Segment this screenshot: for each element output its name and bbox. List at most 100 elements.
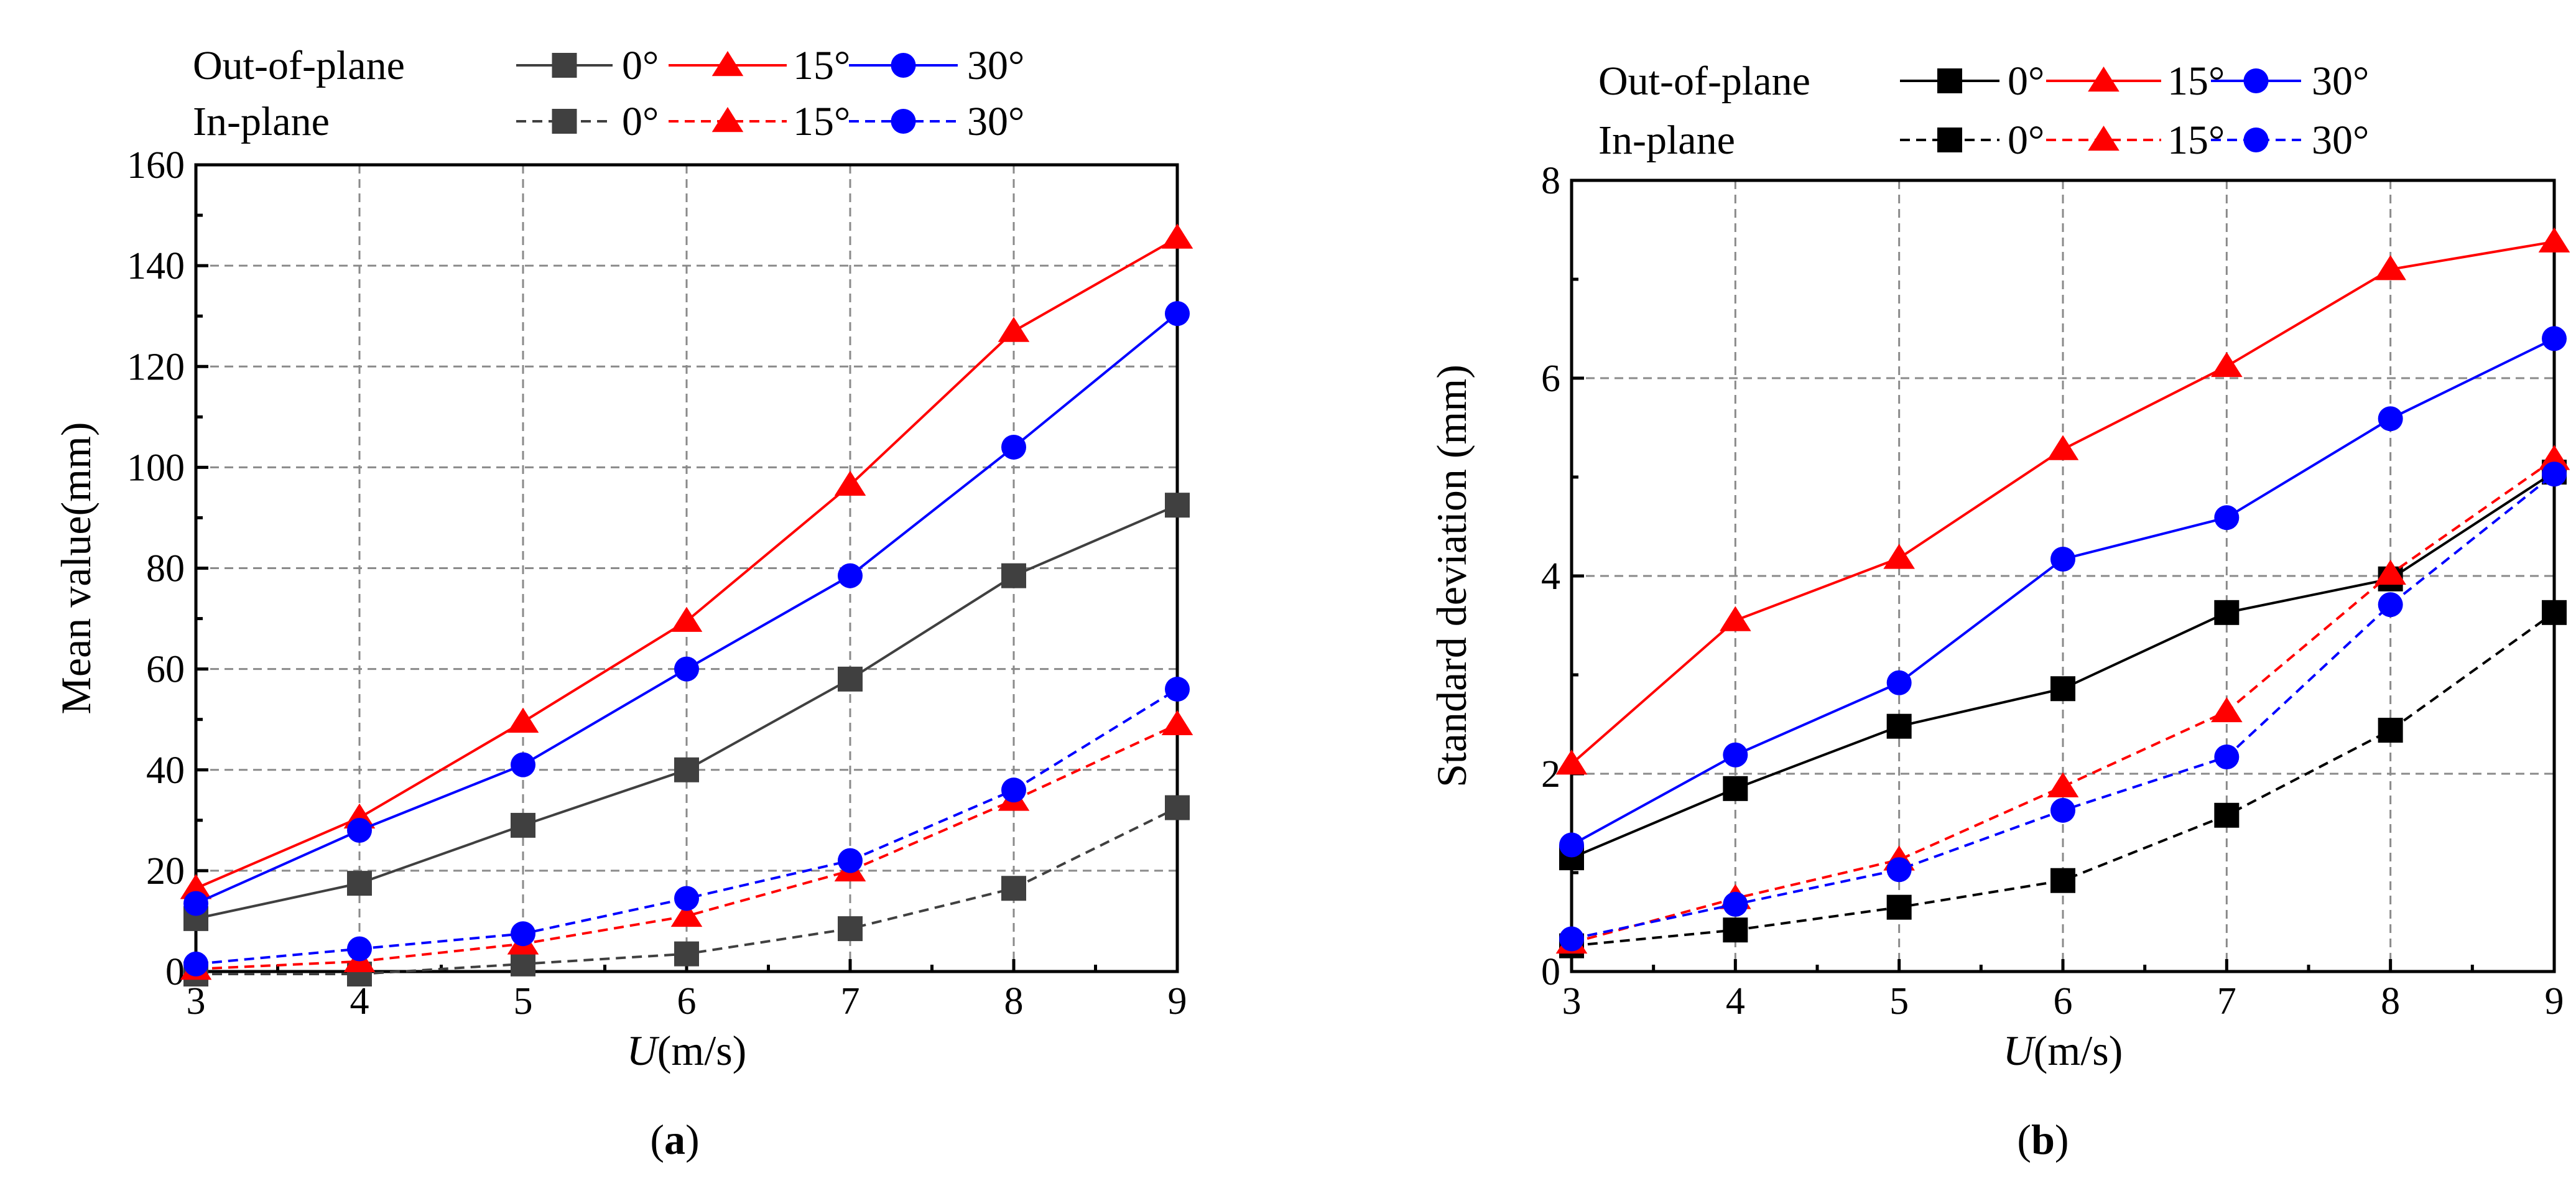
legend: Out-of-plane 0° 15° 30°In-plane 0° 15° 30° <box>1598 58 2369 163</box>
panel-label-open: ( <box>2017 1116 2031 1163</box>
data-point-in-plane-15deg <box>1161 710 1193 736</box>
x-tick-label: 6 <box>677 980 697 1023</box>
data-point-in-plane-30deg <box>1001 777 1026 803</box>
y-axis-label: Standard deviation (mm) <box>1428 364 1475 787</box>
data-point-out-of-plane-30deg <box>674 656 699 682</box>
panel-label-letter: a <box>664 1116 685 1163</box>
legend: Out-of-plane 0° 15° 30°In-plane 0° 15° 30° <box>193 43 1024 144</box>
legend-entry-label: 30° <box>2312 118 2369 163</box>
data-point-in-plane-0deg <box>511 951 535 977</box>
panel-label-close: ) <box>2055 1116 2069 1163</box>
panel-label-close: ) <box>685 1116 700 1163</box>
legend-entry-label: 0° <box>622 43 659 88</box>
data-point-in-plane-30deg <box>1886 857 1912 883</box>
data-point-in-plane-30deg <box>2050 797 2075 823</box>
x-axis-label: U(m/s) <box>2003 1027 2123 1074</box>
x-axis-label-italic: U <box>627 1027 660 1074</box>
data-point-in-plane-30deg <box>183 951 208 977</box>
legend-entry-label: 0° <box>622 99 659 144</box>
x-axis-label-unit: (m/s) <box>657 1027 747 1074</box>
y-axis-label: Mean value(mm) <box>52 422 100 714</box>
data-point-in-plane-30deg <box>1723 891 1748 917</box>
data-point-in-plane-30deg <box>838 848 863 873</box>
y-tick-label: 0 <box>165 951 185 993</box>
x-tick-label: 7 <box>2217 980 2236 1023</box>
legend-marker <box>2088 126 2120 151</box>
data-point-out-of-plane-0deg <box>1723 776 1748 801</box>
data-point-in-plane-15deg <box>670 901 703 927</box>
data-point-in-plane-15deg <box>2538 445 2570 470</box>
x-tick-label: 9 <box>1168 980 1187 1023</box>
data-point-in-plane-30deg <box>2378 592 2403 618</box>
y-tick-label: 8 <box>1541 160 1560 202</box>
data-point-out-of-plane-30deg <box>2378 406 2403 432</box>
data-point-in-plane-0deg <box>1723 917 1748 943</box>
y-tick-label: 140 <box>127 245 185 287</box>
data-point-out-of-plane-15deg <box>1720 606 1751 631</box>
legend-entry-label: 30° <box>967 99 1024 144</box>
y-tick-label: 120 <box>127 346 185 388</box>
data-point-in-plane-0deg <box>674 941 699 967</box>
data-point-out-of-plane-30deg <box>838 563 863 588</box>
legend-entry-label: 15° <box>793 43 850 88</box>
data-point-out-of-plane-30deg <box>1559 832 1584 858</box>
data-point-in-plane-0deg <box>1001 876 1026 901</box>
x-axis-label-unit: (m/s) <box>2034 1027 2123 1074</box>
data-point-out-of-plane-15deg <box>670 606 703 632</box>
data-point-out-of-plane-30deg <box>183 891 208 916</box>
x-tick-label: 5 <box>514 980 533 1023</box>
legend-entry-label: 0° <box>2008 118 2044 163</box>
legend-marker <box>552 109 577 134</box>
panel-label: (a) <box>650 1116 699 1163</box>
data-point-out-of-plane-30deg <box>347 818 372 843</box>
legend-marker <box>711 107 744 132</box>
data-point-out-of-plane-15deg <box>2374 255 2406 281</box>
series-line-out-of-plane-15deg <box>195 236 1178 890</box>
data-point-out-of-plane-30deg <box>2542 326 2567 351</box>
y-tick-label: 0 <box>1541 951 1560 993</box>
data-point-in-plane-30deg <box>1559 926 1584 952</box>
data-point-out-of-plane-15deg <box>2047 435 2079 460</box>
data-point-out-of-plane-30deg <box>2050 546 2075 572</box>
legend-marker <box>2243 128 2269 152</box>
data-point-out-of-plane-30deg <box>511 752 535 777</box>
data-point-out-of-plane-0deg <box>347 871 372 896</box>
data-point-out-of-plane-30deg <box>1886 670 1912 695</box>
data-point-out-of-plane-0deg <box>2214 600 2240 625</box>
x-tick-label: 5 <box>1889 980 1909 1023</box>
x-axis-label: U(m/s) <box>627 1027 747 1074</box>
legend-marker <box>891 109 916 134</box>
data-point-in-plane-0deg <box>2214 802 2240 828</box>
x-tick-label: 3 <box>187 980 206 1023</box>
legend-marker <box>552 53 577 78</box>
data-point-out-of-plane-0deg <box>1165 493 1190 518</box>
x-tick-label: 4 <box>350 980 369 1023</box>
data-point-out-of-plane-30deg <box>1001 434 1026 460</box>
y-tick-label: 160 <box>127 144 185 187</box>
legend-row-label: Out-of-plane <box>1598 58 1810 104</box>
y-tick-label: 60 <box>146 649 185 691</box>
x-tick-label: 8 <box>1004 980 1024 1023</box>
data-point-in-plane-0deg <box>2050 868 2075 893</box>
y-tick-label: 40 <box>146 749 185 792</box>
data-point-out-of-plane-15deg <box>2211 351 2243 378</box>
data-point-out-of-plane-0deg <box>1001 563 1026 588</box>
data-point-out-of-plane-15deg <box>834 470 866 496</box>
data-point-in-plane-0deg <box>1165 795 1190 820</box>
x-tick-label: 8 <box>2381 980 2400 1023</box>
y-tick-label: 100 <box>127 447 185 489</box>
x-tick-label: 3 <box>1562 980 1582 1023</box>
panel-label-letter: b <box>2031 1116 2055 1163</box>
data-point-out-of-plane-30deg <box>1723 742 1748 768</box>
legend-entry-label: 0° <box>2008 58 2044 104</box>
y-tick-label: 20 <box>146 850 185 893</box>
x-tick-label: 4 <box>1726 980 1745 1023</box>
data-point-in-plane-15deg <box>2211 697 2243 723</box>
legend-marker <box>2088 67 2120 92</box>
grid-lines <box>1572 180 2554 972</box>
x-tick-label: 6 <box>2054 980 2073 1023</box>
data-point-out-of-plane-15deg <box>180 874 212 899</box>
panel-label-open: ( <box>650 1116 664 1163</box>
data-point-in-plane-30deg <box>347 936 372 962</box>
